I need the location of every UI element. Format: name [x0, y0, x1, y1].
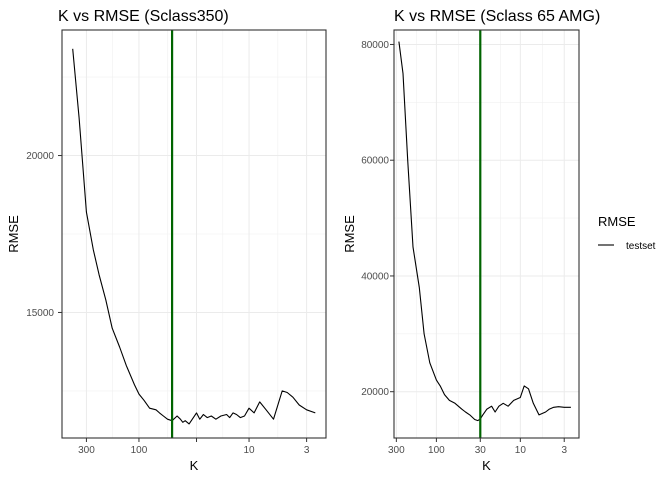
y-tick-label: 15000: [26, 308, 54, 319]
x-tick-label: 300: [388, 445, 405, 456]
panel-background: [394, 30, 579, 438]
x-tick-label: 10: [515, 445, 527, 456]
x-tick-label: 100: [428, 445, 445, 456]
legend: RMSE testset: [598, 214, 656, 252]
x-tick-label: 30: [475, 445, 487, 456]
y-tick-label: 60000: [361, 156, 389, 167]
x-tick-label: 100: [131, 445, 148, 456]
legend-item-label: testset: [626, 241, 656, 252]
series-line-testset: [72, 48, 316, 425]
chart-title: K vs RMSE (Sclass350): [58, 8, 229, 25]
y-tick-label: 20000: [26, 151, 54, 162]
y-axis-label: RMSE: [342, 215, 357, 253]
x-tick-label: 3: [561, 445, 567, 456]
x-tick-label: 300: [78, 445, 95, 456]
legend-title: RMSE: [598, 214, 636, 229]
panel-border: [393, 29, 580, 439]
panel-border: [61, 29, 327, 439]
panel-sclass350: 300 100 10 3 15000 20000 K vs RMSE (Sclass350)…: [6, 8, 327, 473]
y-tick-label: 20000: [361, 387, 389, 398]
chart-title: K vs RMSE (Sclass 65 AMG): [394, 8, 600, 25]
y-tick-label: 80000: [361, 40, 389, 51]
x-axis-label: K: [190, 458, 199, 473]
panel-sclass65amg: 300 100 30 10 3 20000 40000 60000 80000 K vs RMSE…: [342, 8, 600, 473]
x-axis-label: K: [482, 458, 491, 473]
y-tick-label: 40000: [361, 271, 389, 282]
x-tick-label: 10: [243, 445, 255, 456]
y-axis-label: RMSE: [6, 215, 21, 253]
series-line-testset: [398, 41, 571, 422]
x-tick-label: 3: [304, 445, 310, 456]
